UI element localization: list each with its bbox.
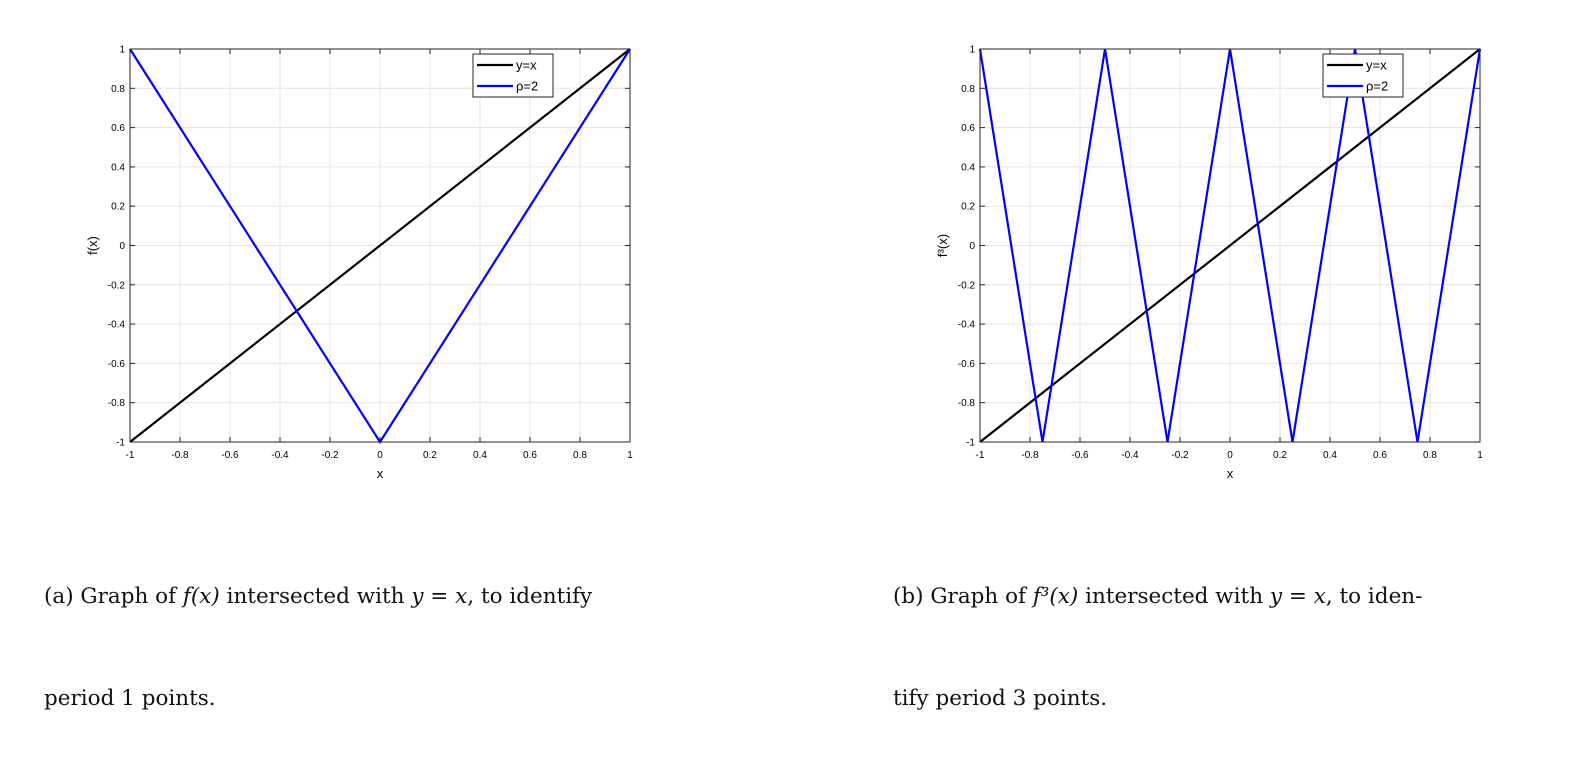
x-tick-label: 0.6 — [1373, 450, 1387, 461]
y-axis-label: f(x) — [85, 236, 100, 255]
x-tick-label: -1 — [976, 450, 985, 461]
caption-a-prefix: (a) Graph of — [44, 584, 183, 609]
legend-box — [1322, 53, 1404, 98]
x-tick-label: -0.6 — [221, 450, 239, 461]
x-tick-label: -0.4 — [271, 450, 289, 461]
y-tick-label: 0.4 — [111, 162, 125, 173]
y-tick-label: -1 — [116, 438, 125, 449]
y-tick-label: -0.8 — [108, 398, 126, 409]
y-tick-label: -0.4 — [958, 320, 976, 331]
x-tick-label: 1 — [1477, 450, 1483, 461]
legend: y=x ρ=2 — [1322, 53, 1404, 98]
y-tick-label: -0.6 — [958, 359, 976, 370]
legend-label-0: y=x — [516, 58, 537, 73]
caption-b-mid: intersected with — [1078, 584, 1270, 609]
caption-b-line-1: (b) Graph of f³(x) intersected with y = … — [893, 580, 1422, 614]
y-tick-label: 0.2 — [111, 202, 125, 213]
caption-a-suffix: , to identify — [467, 584, 593, 609]
x-tick-label: -0.8 — [171, 450, 189, 461]
legend-label-1: ρ=2 — [1366, 79, 1388, 94]
x-tick-label: 0.2 — [423, 450, 437, 461]
x-tick-label: 1 — [627, 450, 633, 461]
y-tick-label: -0.8 — [958, 398, 976, 409]
x-tick-label: 0.2 — [1273, 450, 1287, 461]
caption-b: (b) Graph of f³(x) intersected with y = … — [893, 512, 1422, 784]
legend: y=x ρ=2 — [472, 53, 554, 98]
y-tick-label: -1 — [966, 438, 975, 449]
y-tick-label: 0.8 — [111, 84, 125, 95]
legend-label-1: ρ=2 — [516, 79, 538, 94]
y-tick-label: -0.4 — [108, 320, 126, 331]
chart-0: -1 -0.8 -0.6 -0.4 -0.2 0 0.2 0.4 0.6 0.8 1 -1 -0.8 -0… — [85, 45, 633, 482]
legend-box — [472, 53, 554, 98]
caption-a: (a) Graph of f(x) intersected with y = x… — [44, 512, 592, 784]
caption-b-math-yx: y = x — [1269, 584, 1326, 609]
caption-a-math-fx: f(x) — [182, 584, 220, 609]
x-tick-label: -0.8 — [1021, 450, 1039, 461]
x-tick-label: -0.6 — [1071, 450, 1089, 461]
caption-a-line-2: period 1 points. — [44, 686, 216, 711]
x-tick-label: -0.4 — [1121, 450, 1139, 461]
x-tick-label: 0.4 — [473, 450, 487, 461]
ticks: -1 -0.8 -0.6 -0.4 -0.2 0 0.2 0.4 0.6 0.8 1 -1 -0.8 -0… — [958, 45, 1483, 462]
y-tick-label: -0.6 — [108, 359, 126, 370]
y-tick-label: -0.2 — [958, 280, 976, 291]
y-tick-label: 0.4 — [961, 162, 975, 173]
caption-b-suffix: , to iden- — [1325, 584, 1423, 609]
y-tick-label: 0 — [969, 241, 975, 252]
legend-label-0: y=x — [1366, 58, 1387, 73]
y-tick-label: 0.2 — [961, 202, 975, 213]
y-tick-label: 0.8 — [961, 84, 975, 95]
caption-b-prefix: (b) Graph of — [893, 584, 1033, 609]
x-axis-label: x — [1227, 466, 1234, 481]
y-tick-label: 1 — [119, 45, 125, 56]
chart-1: -1 -0.8 -0.6 -0.4 -0.2 0 0.2 0.4 0.6 0.8 1 -1 -0.8 -0… — [935, 45, 1483, 482]
series-line-0 — [129, 48, 631, 443]
x-tick-label: 0.8 — [1423, 450, 1437, 461]
y-tick-label: 1 — [969, 45, 975, 56]
series-line-0 — [979, 48, 1481, 443]
y-axis-label: f³(x) — [935, 234, 950, 257]
x-tick-label: -1 — [126, 450, 135, 461]
x-tick-label: -0.2 — [1171, 450, 1189, 461]
y-tick-label: 0 — [119, 241, 125, 252]
y-tick-label: 0.6 — [111, 123, 125, 134]
x-tick-label: -0.2 — [321, 450, 339, 461]
x-tick-label: 0 — [377, 450, 383, 461]
y-tick-label: 0.6 — [961, 123, 975, 134]
x-axis-label: x — [377, 466, 384, 481]
caption-b-math-f3x: f³(x) — [1032, 584, 1079, 609]
charts-canvas: -1 -0.8 -0.6 -0.4 -0.2 0 0.2 0.4 0.6 0.8 1 -1 -0.8 -0… — [85, 45, 1483, 482]
x-tick-label: 0.8 — [573, 450, 587, 461]
x-tick-label: 0.6 — [523, 450, 537, 461]
caption-a-line-1: (a) Graph of f(x) intersected with y = x… — [44, 580, 592, 614]
x-tick-label: 0 — [1227, 450, 1233, 461]
caption-b-line-2: tify period 3 points. — [893, 686, 1108, 711]
caption-a-mid: intersected with — [219, 584, 412, 609]
caption-a-math-yx: y = x — [411, 584, 468, 609]
ticks: -1 -0.8 -0.6 -0.4 -0.2 0 0.2 0.4 0.6 0.8 1 -1 -0.8 -0… — [108, 45, 633, 462]
y-tick-label: -0.2 — [108, 280, 126, 291]
x-tick-label: 0.4 — [1323, 450, 1337, 461]
figure-page: -1 -0.8 -0.6 -0.4 -0.2 0 0.2 0.4 0.6 0.8 1 -1 -0.8 -0… — [44, 45, 1483, 712]
